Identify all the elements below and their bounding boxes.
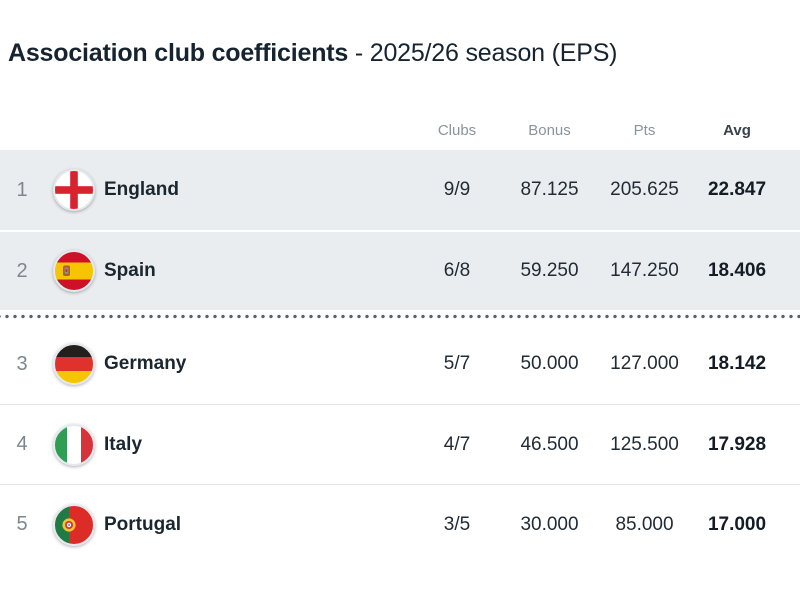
pts-value: 205.625 xyxy=(610,179,679,200)
flag-england-icon xyxy=(44,169,104,211)
table-row[interactable]: 3 Germany 5/7 50.000 127.000 18.142 xyxy=(0,324,800,404)
country-name: Italy xyxy=(104,433,143,455)
table-header: Clubs Bonus Pts Avg xyxy=(0,114,800,146)
country-name: Germany xyxy=(104,353,187,374)
table-row[interactable]: 2 Spain 6/8 59.250 147.250 18.406 xyxy=(0,230,800,310)
country-name: Portugal xyxy=(104,513,182,535)
page-title-main: Association club coefficients xyxy=(8,39,349,67)
qualification-cutoff-line xyxy=(0,314,800,319)
clubs-value: 6/8 xyxy=(443,260,471,281)
bonus-value: 46.500 xyxy=(520,433,579,455)
rank-label: 4 xyxy=(16,433,28,455)
bonus-value: 59.250 xyxy=(520,260,579,281)
table-row[interactable]: 4 Italy 4/7 46.500 125.500 17.928 xyxy=(0,404,800,484)
country-name: Spain xyxy=(104,260,156,281)
column-header-bonus: Bonus xyxy=(528,121,571,139)
table-row[interactable]: 1 England 9/9 87.125 205.625 22.847 xyxy=(0,150,800,230)
rank-label: 3 xyxy=(16,352,28,375)
column-header-clubs: Clubs xyxy=(437,121,477,139)
bonus-value: 50.000 xyxy=(520,353,579,374)
bonus-value: 30.000 xyxy=(520,513,579,535)
avg-value: 17.000 xyxy=(707,513,767,535)
page-title-suffix: - 2025/26 season (EPS) xyxy=(348,39,618,67)
avg-value: 18.142 xyxy=(707,353,767,374)
clubs-value: 3/5 xyxy=(443,513,471,535)
page-title: Association club coefficients - 2025/26 … xyxy=(8,38,800,68)
bonus-value: 87.125 xyxy=(520,179,579,200)
pts-value: 147.250 xyxy=(610,260,679,281)
rank-label: 1 xyxy=(16,178,28,201)
flag-germany-icon xyxy=(44,343,104,385)
clubs-value: 5/7 xyxy=(443,353,471,374)
rank-label: 2 xyxy=(16,259,28,282)
flag-portugal-icon xyxy=(44,503,104,546)
rank-label: 5 xyxy=(16,513,28,535)
country-name: England xyxy=(104,179,179,200)
pts-value: 125.500 xyxy=(610,433,679,455)
pts-value: 85.000 xyxy=(615,513,674,535)
flag-spain-icon xyxy=(44,250,104,292)
pts-value: 127.000 xyxy=(610,353,679,374)
column-header-pts: Pts xyxy=(633,121,656,139)
column-header-avg: Avg xyxy=(723,121,751,139)
flag-italy-icon xyxy=(44,423,104,466)
avg-value: 22.847 xyxy=(707,179,767,200)
clubs-value: 9/9 xyxy=(443,179,471,200)
avg-value: 18.406 xyxy=(707,260,767,281)
avg-value: 17.928 xyxy=(707,433,767,455)
clubs-value: 4/7 xyxy=(443,433,471,455)
table-body: 1 England 9/9 87.125 205.625 22.847 2 Sp… xyxy=(0,150,800,564)
table-row[interactable]: 5 Portugal 3/5 30.000 85.000 17.000 xyxy=(0,484,800,564)
